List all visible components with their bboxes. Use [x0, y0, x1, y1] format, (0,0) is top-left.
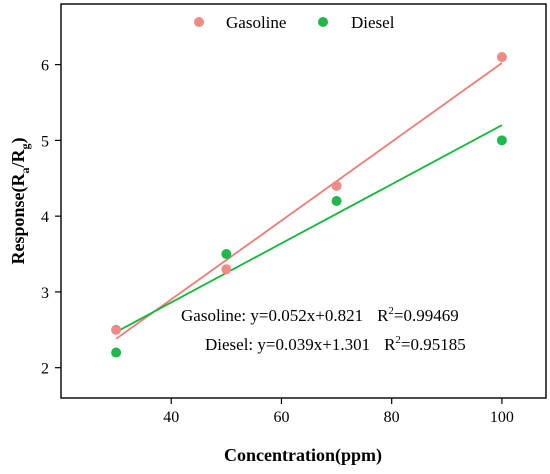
data-point-gasoline [111, 324, 122, 335]
y-tick-label: 6 [41, 58, 49, 75]
x-tick-label: 80 [384, 409, 400, 426]
data-point-diesel [221, 249, 232, 260]
y-tick-label: 3 [41, 285, 49, 302]
legend-marker-diesel [318, 17, 328, 27]
data-point-gasoline [496, 52, 507, 63]
fit-line-diesel [115, 124, 503, 333]
annotation-diesel: Diesel: y=0.039x+1.301 R2=0.95185 [205, 334, 466, 354]
data-point-gasoline [221, 264, 232, 275]
data-points [111, 52, 507, 358]
fit-lines [115, 62, 503, 340]
legend-marker-gasoline [194, 17, 204, 27]
y-axis-title: Response(Ra/Rg) [8, 137, 32, 264]
x-tick-label: 100 [490, 409, 514, 426]
y-tick-label: 2 [41, 361, 49, 378]
plot-axes [60, 3, 547, 399]
data-point-diesel [496, 135, 507, 146]
legend-label-gasoline: Gasoline [226, 13, 286, 32]
annotation-gasoline: Gasoline: y=0.052x+0.821 R2=0.99469 [181, 305, 459, 325]
x-tick-label: 40 [163, 409, 179, 426]
fit-annotations: Gasoline: y=0.052x+0.821 R2=0.99469 Diese… [181, 305, 466, 354]
y-tick-label: 5 [41, 133, 49, 150]
plot-frame [60, 3, 547, 399]
x-axis-title: Concentration(ppm) [224, 445, 382, 466]
legend: Gasoline Diesel [194, 13, 395, 32]
data-point-diesel [111, 347, 122, 358]
data-point-diesel [331, 196, 342, 206]
fit-line-gasoline [115, 62, 503, 340]
y-tick-label: 4 [41, 209, 49, 226]
data-point-gasoline [331, 180, 342, 191]
tick-group: 40 60 80 100 2 3 4 5 6 [41, 58, 514, 426]
x-tick-label: 60 [273, 409, 289, 426]
legend-label-diesel: Diesel [351, 13, 395, 32]
